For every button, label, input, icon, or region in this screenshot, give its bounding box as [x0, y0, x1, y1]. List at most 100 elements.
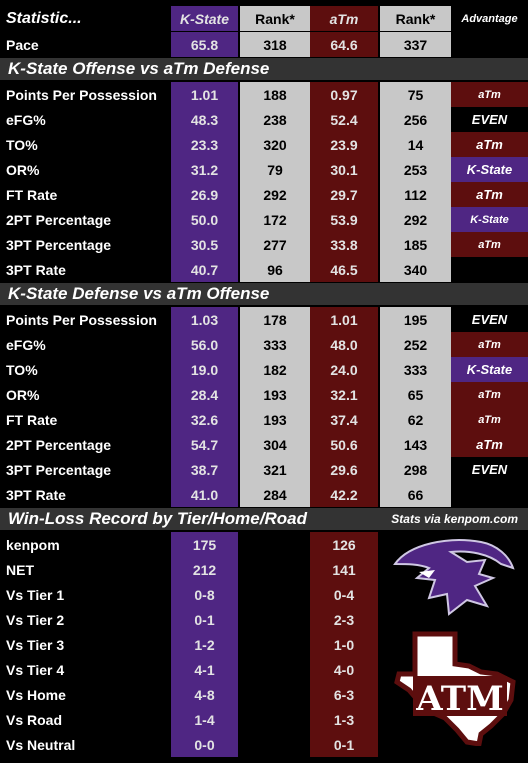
advantage-badge: K-State [451, 207, 528, 232]
header-row: Statistic... K-State Rank* aTm Rank* Adv… [0, 6, 528, 31]
advantage-badge: EVEN [451, 107, 528, 132]
row-label: 2PT Percentage [6, 436, 112, 453]
section-title: K-State Defense vs aTm Offense [8, 284, 270, 303]
atm-value: 0-4 [310, 582, 378, 607]
kstate-value: 41.0 [171, 482, 238, 507]
atm-value: 52.4 [310, 107, 378, 132]
row-label: Vs Tier 4 [6, 661, 65, 678]
stat-row: eFG% 48.3 238 52.4 256 EVEN [0, 107, 528, 132]
record-row: Vs Home 4-8 6-3 [0, 682, 528, 707]
record-row: Vs Tier 4 4-1 4-0 [0, 657, 528, 682]
section-header: K-State Defense vs aTm Offense [0, 283, 528, 305]
kstate-value: 56.0 [171, 332, 238, 357]
atm-value: 0.97 [310, 82, 378, 107]
atm-rank: 298 [380, 457, 451, 482]
row-label: FT Rate [6, 186, 58, 203]
atm-value: 0-1 [310, 732, 378, 757]
kstate-rank: 193 [240, 382, 310, 407]
advantage-badge: aTm [451, 82, 528, 107]
kstate-value: 1-4 [171, 707, 238, 732]
atm-rank: 340 [380, 257, 451, 282]
atm-value: 2-3 [310, 607, 378, 632]
atm-value: 29.6 [310, 457, 378, 482]
atm-value: 24.0 [310, 357, 378, 382]
kstate-value: 23.3 [171, 132, 238, 157]
kstate-rank: 188 [240, 82, 310, 107]
atm-value: 53.9 [310, 207, 378, 232]
advantage-badge [451, 482, 528, 507]
row-label: eFG% [6, 336, 46, 353]
section-header: K-State Offense vs aTm Defense [0, 58, 528, 80]
atm-rank: 337 [380, 32, 451, 57]
atm-rank: 143 [380, 432, 451, 457]
atm-value: 1-3 [310, 707, 378, 732]
advantage-badge: EVEN [451, 307, 528, 332]
advantage-badge: aTm [451, 432, 528, 457]
source-note: Stats via kenpom.com [391, 512, 518, 526]
atm-rank: 195 [380, 307, 451, 332]
pace-row: Pace 65.8 318 64.6 337 [0, 32, 528, 57]
kstate-value: 31.2 [171, 157, 238, 182]
atm-texas-logo: ATM [394, 631, 516, 746]
advantage-badge: K-State [451, 157, 528, 182]
kstate-value: 0-8 [171, 582, 238, 607]
stat-row: OR% 31.2 79 30.1 253 K-State [0, 157, 528, 182]
row-label: Vs Road [6, 711, 63, 728]
section-header-record: Win-Loss Record by Tier/Home/Road Stats … [0, 508, 528, 530]
atm-value: 48.0 [310, 332, 378, 357]
row-label: 3PT Rate [6, 486, 66, 503]
atm-value: 23.9 [310, 132, 378, 157]
kstate-rank: 277 [240, 232, 310, 257]
record-row: Vs Tier 2 0-1 2-3 [0, 607, 528, 632]
header-statistic: Statistic... [6, 9, 82, 27]
record-row: kenpom 175 126 [0, 532, 528, 557]
kstate-rank: 321 [240, 457, 310, 482]
atm-value: 64.6 [310, 32, 378, 57]
kstate-value: 19.0 [171, 357, 238, 382]
header-rank2: Rank* [380, 6, 451, 31]
kstate-rank: 193 [240, 407, 310, 432]
stat-row: FT Rate 32.6 193 37.4 62 aTm [0, 407, 528, 432]
kstate-rank: 320 [240, 132, 310, 157]
advantage-badge: aTm [451, 232, 528, 257]
atm-rank: 65 [380, 382, 451, 407]
stat-row: FT Rate 26.9 292 29.7 112 aTm [0, 182, 528, 207]
atm-rank: 62 [380, 407, 451, 432]
header-advantage: Advantage [461, 12, 518, 25]
kstate-value: 1-2 [171, 632, 238, 657]
atm-value: 126 [310, 532, 378, 557]
atm-rank: 292 [380, 207, 451, 232]
kstate-value: 4-1 [171, 657, 238, 682]
atm-value: 50.6 [310, 432, 378, 457]
atm-logo-letters: ATM [415, 679, 503, 719]
atm-rank: 252 [380, 332, 451, 357]
atm-value: 1-0 [310, 632, 378, 657]
kstate-value: 54.7 [171, 432, 238, 457]
kstate-value: 26.9 [171, 182, 238, 207]
stat-row: TO% 23.3 320 23.9 14 aTm [0, 132, 528, 157]
row-label: TO% [6, 136, 38, 153]
kstate-value: 50.0 [171, 207, 238, 232]
stat-row: 3PT Percentage 30.5 277 33.8 185 aTm [0, 232, 528, 257]
kstate-value: 32.6 [171, 407, 238, 432]
kstate-powercat-logo [393, 539, 515, 616]
row-label: NET [6, 561, 34, 578]
kstate-rank: 333 [240, 332, 310, 357]
advantage-badge [451, 257, 528, 282]
kstate-rank: 79 [240, 157, 310, 182]
row-label: 3PT Rate [6, 261, 66, 278]
kstate-value: 48.3 [171, 107, 238, 132]
row-label: 3PT Percentage [6, 236, 112, 253]
kstate-value: 175 [171, 532, 238, 557]
record-row: Vs Neutral 0-0 0-1 [0, 732, 528, 757]
atm-rank: 112 [380, 182, 451, 207]
advantage-badge: EVEN [451, 457, 528, 482]
section-title: Win-Loss Record by Tier/Home/Road [8, 509, 307, 528]
atm-rank: 333 [380, 357, 451, 382]
kstate-value: 0-1 [171, 607, 238, 632]
kstate-rank: 178 [240, 307, 310, 332]
atm-value: 42.2 [310, 482, 378, 507]
record-row: Vs Road 1-4 1-3 [0, 707, 528, 732]
section-title: K-State Offense vs aTm Defense [8, 59, 270, 78]
